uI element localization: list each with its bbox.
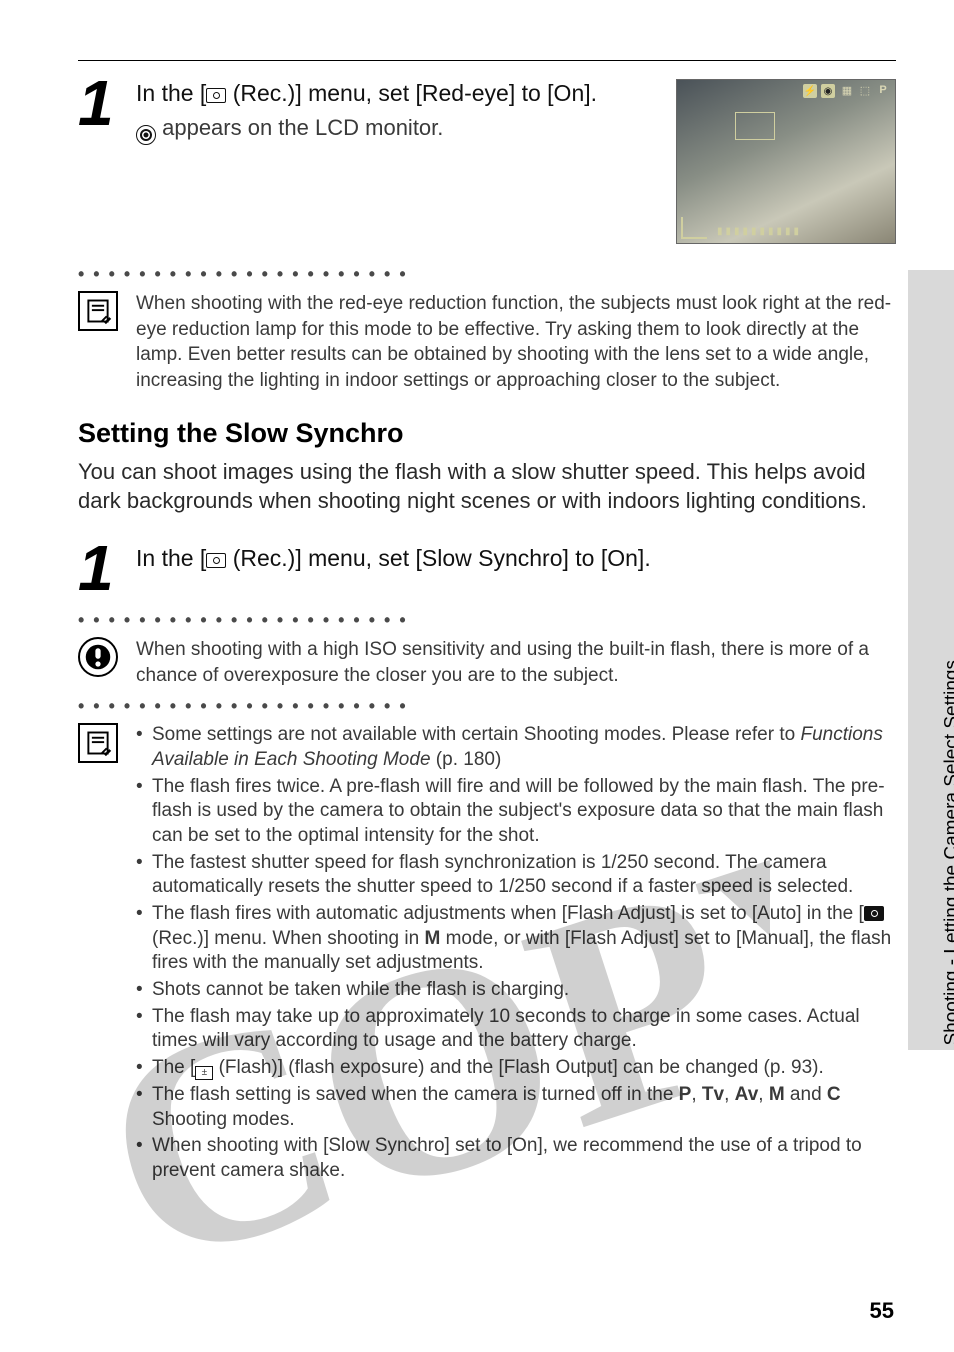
note-redeye: When shooting with the red-eye reduction… [78,291,896,394]
camera-icon [864,906,884,921]
dots: •••••••••••••••••••••• [78,696,896,717]
redeye-icon [136,125,156,145]
mode-av: Av [735,1084,759,1105]
txt: In the [ [136,545,206,571]
side-label: Shooting - Letting the Camera Select Set… [942,660,954,1046]
camera-icon [206,88,226,103]
step-1: 1 In the [ (Rec.)] menu, set [Red-eye] t… [78,79,896,244]
list-item: Some settings are not available with cer… [136,723,896,772]
step-1-title: In the [ (Rec.)] menu, set [Red-eye] to … [136,79,662,109]
memo-bullets: Some settings are not available with cer… [78,723,896,1185]
list-item: The flash fires with automatic adjustmen… [136,902,896,976]
step-number-2: 1 [78,544,122,592]
top-rule [78,60,896,61]
step-number-1: 1 [78,79,122,127]
dots: •••••••••••••••••••••• [78,610,896,631]
txt: (Rec.)] menu, set [Slow Synchro] to [On]… [226,545,650,571]
intro-slow-synchro: You can shoot images using the flash wit… [78,457,896,516]
step-2-title: In the [ (Rec.)] menu, set [Slow Synchro… [136,544,896,574]
exposure-icon: ± [195,1066,213,1080]
txt: (Flash)] (flash exposure) and the [Flash… [213,1057,823,1078]
list-item: Shots cannot be taken while the flash is… [136,978,896,1003]
txt: (Rec.)] menu, set [Red-eye] to [On]. [226,80,597,106]
note-redeye-text: When shooting with the red-eye reduction… [136,291,896,394]
mode-m: M [424,928,440,949]
page-number: 55 [870,1298,894,1324]
list-item: When shooting with [Slow Synchro] set to… [136,1134,896,1183]
mode-p: P [679,1084,692,1105]
list-item: The flash fires twice. A pre-flash will … [136,775,896,849]
list-item: The flash may take up to approximately 1… [136,1005,896,1054]
dots: •••••••••••••••••••••• [78,264,896,285]
bullet-list: Some settings are not available with cer… [136,723,896,1185]
memo-icon [78,291,118,331]
step-1-sub: appears on the LCD monitor. [136,115,662,145]
list-item: The flash setting is saved when the came… [136,1083,896,1132]
memo-icon [78,723,118,763]
txt: (p. 180) [431,749,502,770]
txt: The [ [152,1057,195,1078]
mode-c: C [827,1084,841,1105]
mode-tv: Tv [702,1084,724,1105]
txt: The flash fires with automatic adjustmen… [152,903,864,924]
txt: appears on the LCD monitor. [156,115,443,140]
list-item: The [± (Flash)] (flash exposure) and the… [136,1056,896,1081]
lcd-preview: ⚡◉ ▦⬚P ▮▮▮▮▮▮▮▮▮▮ [676,79,896,244]
list-item: The fastest shutter speed for flash sync… [136,851,896,900]
warning-iso-text: When shooting with a high ISO sensitivit… [136,637,896,688]
txt: The flash setting is saved when the came… [152,1084,679,1105]
caution-icon [78,637,118,677]
txt: Some settings are not available with cer… [152,724,800,745]
mode-m: M [769,1084,785,1105]
txt: (Rec.)] menu. When shooting in [152,928,424,949]
txt: In the [ [136,80,206,106]
txt: Shooting modes. [152,1109,295,1130]
heading-slow-synchro: Setting the Slow Synchro [78,418,896,449]
camera-icon [206,553,226,568]
step-2: 1 In the [ (Rec.)] menu, set [Slow Synch… [78,544,896,592]
warning-iso: When shooting with a high ISO sensitivit… [78,637,896,688]
